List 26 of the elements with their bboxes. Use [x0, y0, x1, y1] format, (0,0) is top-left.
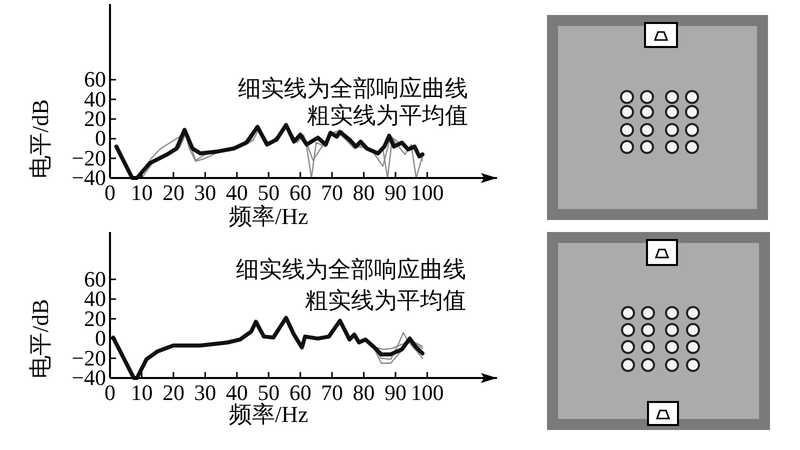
- annotation: 细实线为全部响应曲线: [236, 257, 466, 282]
- x-tick-label: 90: [384, 180, 406, 205]
- x-tick-label: 80: [352, 380, 375, 405]
- x-tick-label: 10: [130, 380, 153, 405]
- x-tick-label: 30: [194, 180, 216, 205]
- x-tick-label: 70: [321, 180, 344, 205]
- x-tick-label: 30: [194, 380, 216, 405]
- x-tick-label: 10: [130, 180, 153, 205]
- annotation: 细实线为全部响应曲线: [238, 76, 468, 101]
- y-axis-title: 电平/dB: [28, 299, 53, 378]
- x-axis-title: 频率/Hz: [228, 402, 308, 427]
- x-axis-title: 频率/Hz: [228, 204, 308, 229]
- x-tick-label: 60: [289, 380, 312, 405]
- y-axis-title: 电平/dB: [28, 99, 53, 178]
- annotation: 粗实线为平均值: [307, 103, 468, 128]
- x-tick-label: 80: [352, 180, 375, 205]
- x-tick-label: 100: [410, 180, 444, 205]
- x-tick-label: 20: [162, 180, 184, 205]
- annotation: 粗实线为平均值: [305, 288, 466, 313]
- x-tick-label: 100: [410, 380, 444, 405]
- x-tick-label: 20: [162, 380, 184, 405]
- x-tick-label: 70: [321, 380, 344, 405]
- x-tick-label: 50: [258, 180, 280, 205]
- x-tick-label: 40: [226, 180, 248, 205]
- x-tick-label: 90: [384, 380, 406, 405]
- x-tick-label: 60: [289, 180, 312, 205]
